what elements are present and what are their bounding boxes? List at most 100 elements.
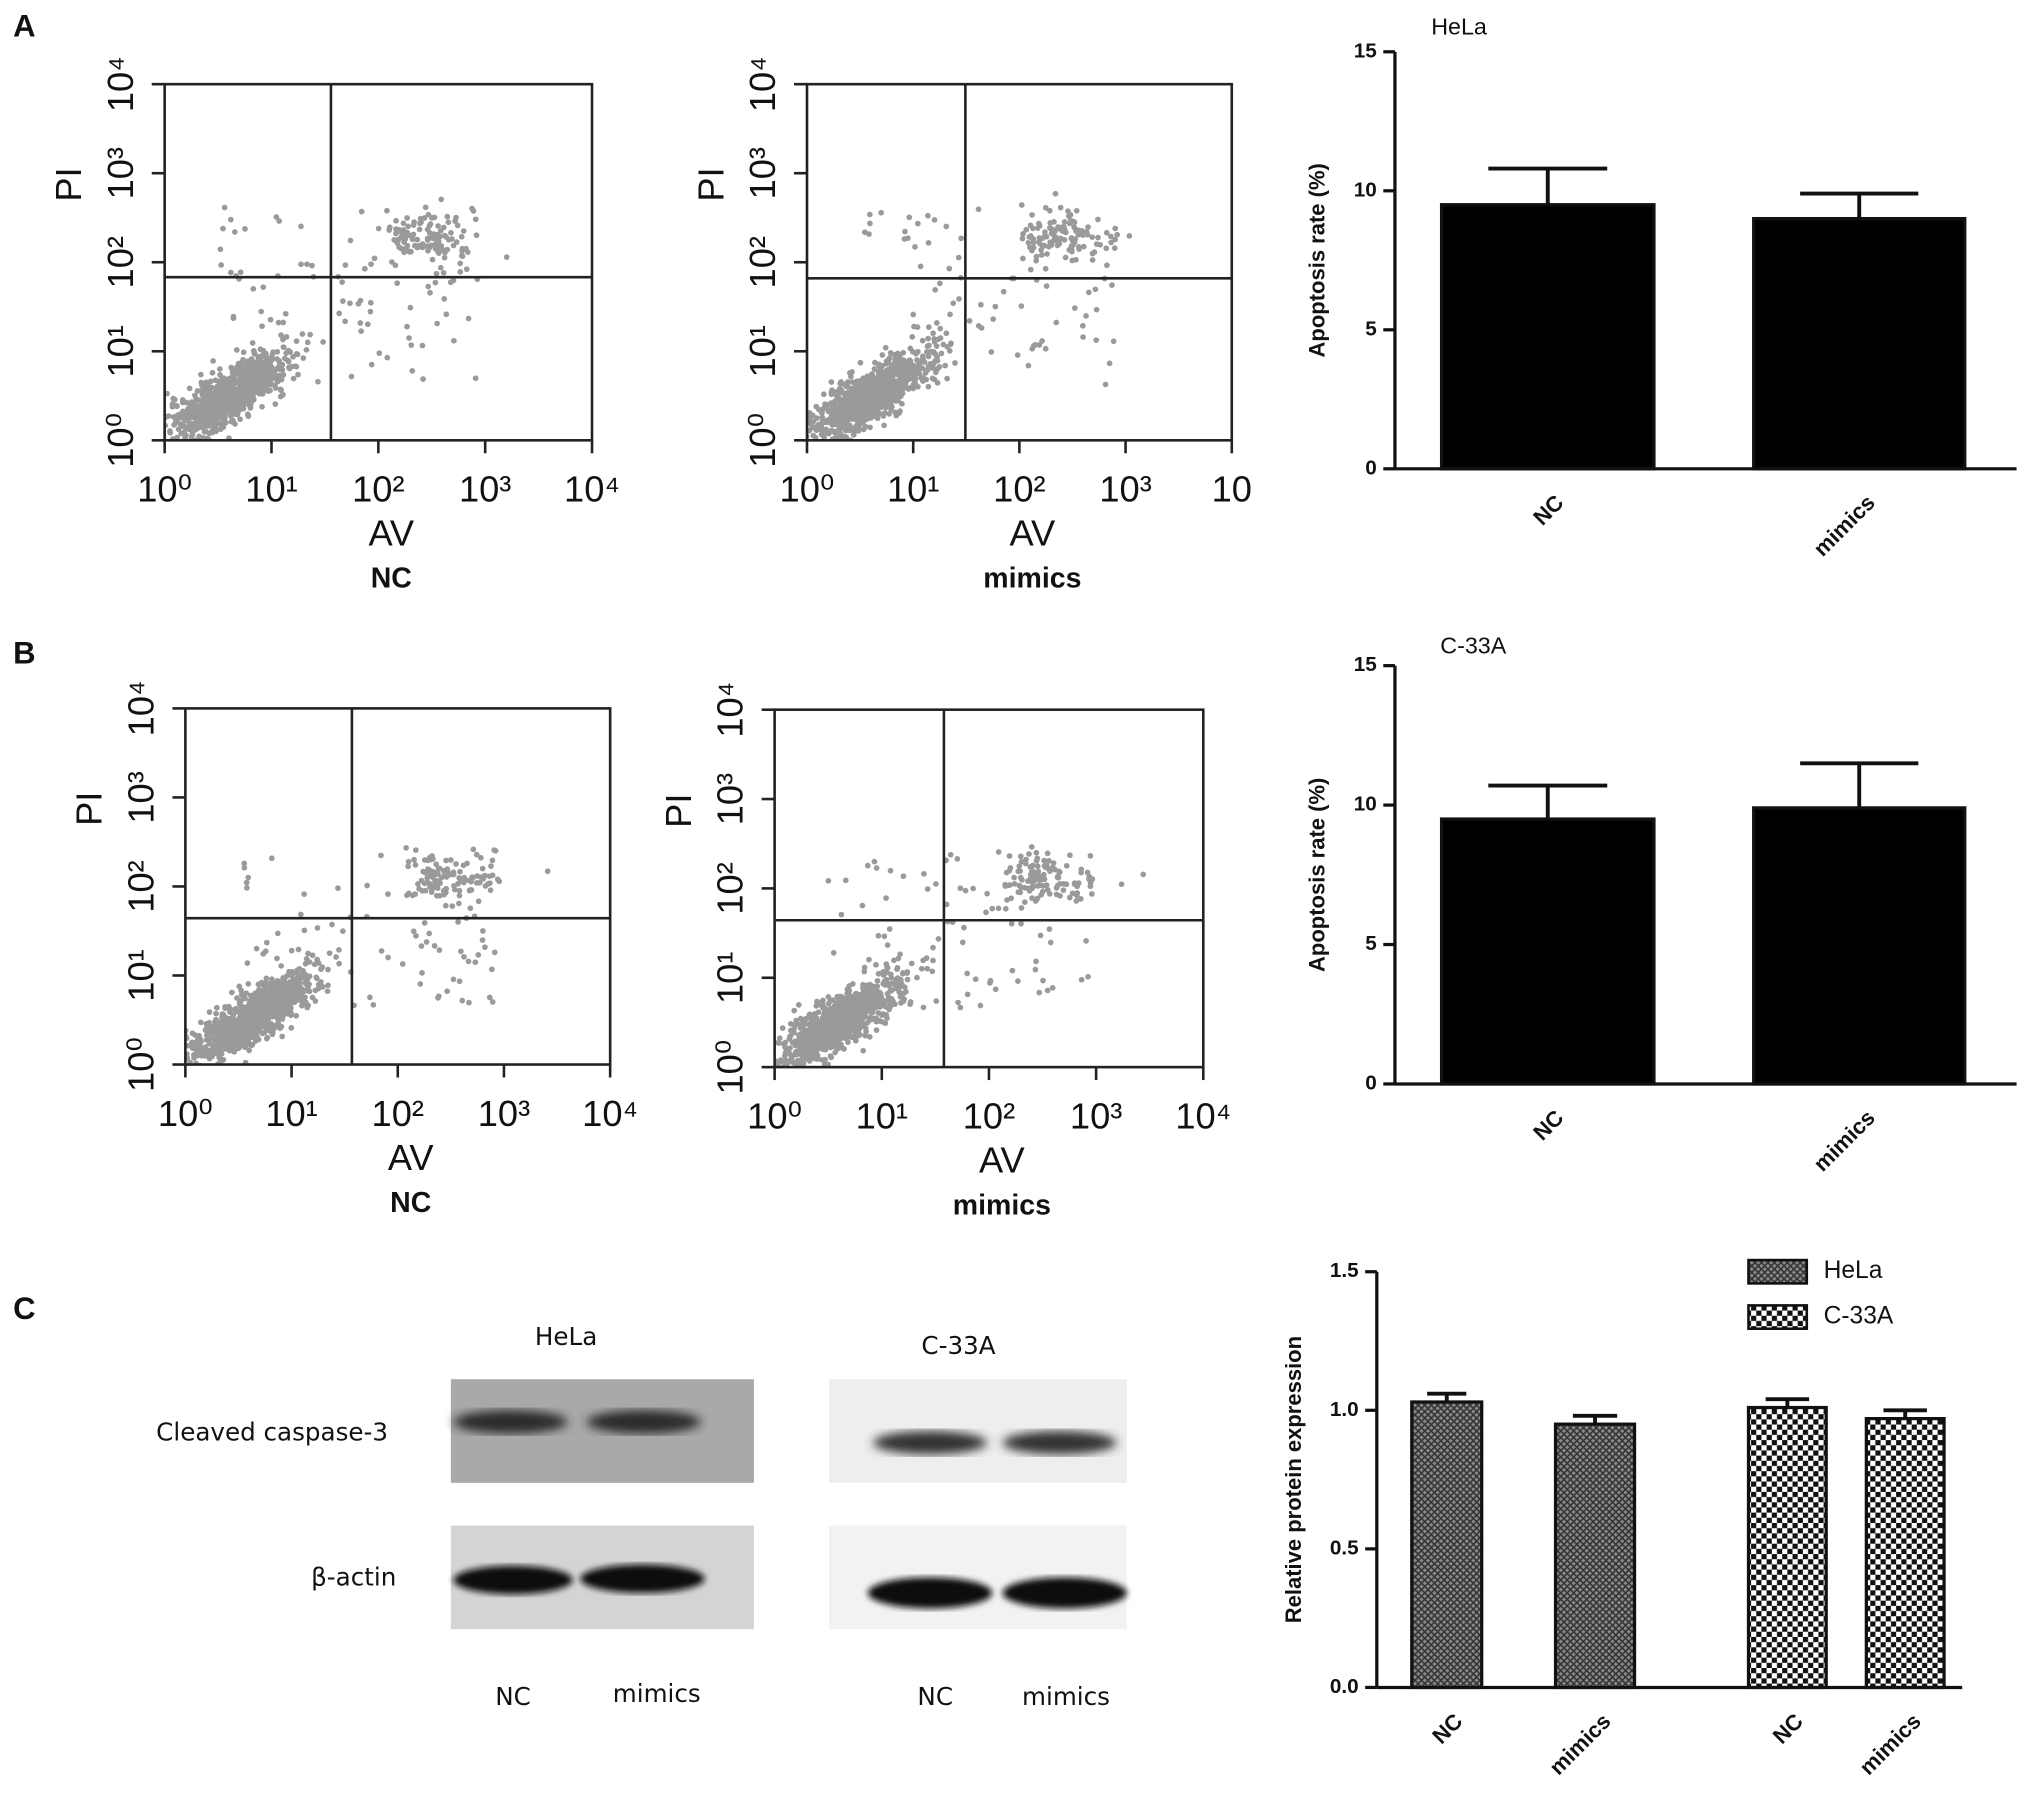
event-dot: [886, 926, 893, 932]
event-dot: [955, 254, 962, 261]
event-dot: [247, 405, 254, 411]
event-dot: [219, 451, 225, 457]
event-dot: [925, 353, 932, 360]
event-dot: [269, 351, 276, 358]
event-dot: [1065, 208, 1071, 214]
event-dot: [892, 398, 899, 404]
event-dot: [253, 1013, 260, 1020]
event-dot: [1002, 881, 1008, 888]
event-dot: [384, 207, 390, 214]
event-dot: [431, 942, 438, 949]
event-dot: [777, 1057, 784, 1063]
event-dot: [218, 262, 224, 268]
event-dot: [375, 225, 382, 232]
event-dot: [416, 226, 423, 233]
event-dot: [474, 873, 481, 879]
event-dot: [876, 400, 882, 407]
event-dot: [414, 236, 421, 243]
y-tick-label: 0: [1365, 456, 1377, 479]
event-dot: [818, 431, 825, 438]
event-dot: [1066, 894, 1073, 901]
y-tick-label: 10: [1354, 178, 1377, 201]
event-dot: [1114, 231, 1120, 238]
event-dot: [447, 279, 454, 286]
event-dot: [155, 429, 161, 435]
event-dot: [429, 256, 436, 263]
event-dot: [765, 1068, 771, 1074]
event-dot: [1063, 881, 1070, 888]
event-dot: [278, 1002, 284, 1009]
event-dot: [357, 320, 364, 326]
event-dot: [293, 338, 300, 344]
y-tick-label: 5: [1365, 317, 1377, 340]
event-dot: [864, 381, 871, 387]
event-dot: [244, 361, 251, 368]
event-dot: [1037, 932, 1044, 939]
y-tick-label: 10⁰: [100, 413, 141, 468]
event-dot: [1003, 869, 1010, 876]
event-dot: [201, 407, 207, 413]
event-dot: [193, 405, 200, 412]
event-dot: [298, 223, 304, 230]
event-dot: [1084, 231, 1091, 238]
event-dot: [427, 289, 433, 296]
event-dot: [325, 982, 331, 989]
event-dot: [416, 886, 422, 892]
y-tick-label: 10³: [100, 147, 141, 199]
event-dot: [1000, 288, 1007, 295]
event-dot: [1006, 853, 1013, 859]
event-dot: [995, 905, 1002, 912]
event-dot: [871, 983, 877, 990]
event-dot: [412, 847, 419, 853]
event-dot: [896, 353, 903, 360]
event-dot: [830, 950, 837, 956]
event-dot: [823, 426, 830, 433]
event-dot: [274, 930, 281, 937]
event-dot: [944, 343, 951, 350]
event-dot: [403, 845, 409, 851]
event-dot: [405, 863, 411, 870]
y-tick-label: 10¹: [100, 325, 141, 377]
event-dot: [199, 391, 206, 398]
event-dot: [833, 1032, 840, 1039]
event-dot: [849, 981, 856, 987]
event-dot: [845, 384, 852, 390]
event-dot: [203, 1050, 209, 1057]
event-dot: [257, 1007, 263, 1014]
caption: mimics: [983, 563, 1081, 595]
event-dot: [232, 1066, 238, 1072]
event-dot: [828, 1010, 835, 1017]
event-dot: [1020, 255, 1026, 262]
event-dot: [209, 1049, 216, 1056]
event-dot: [1069, 257, 1076, 264]
event-dot: [282, 981, 289, 987]
event-dot: [170, 447, 176, 453]
event-dot: [877, 990, 884, 997]
x-tick-label: 10¹: [856, 1095, 908, 1136]
event-dot: [273, 214, 280, 220]
event-dot: [288, 363, 295, 370]
event-dot: [299, 331, 306, 337]
x-tick-label: 10³: [459, 469, 511, 510]
event-dot: [857, 402, 863, 409]
event-dot: [424, 235, 431, 242]
event-dot: [211, 420, 218, 426]
event-dot: [188, 1075, 194, 1081]
event-dot: [962, 887, 969, 894]
event-dot: [406, 335, 412, 341]
event-dot: [295, 371, 301, 378]
event-dot: [930, 957, 936, 964]
event-dot: [378, 948, 385, 954]
event-dot: [544, 868, 551, 875]
event-dot: [269, 356, 276, 362]
event-dot: [253, 991, 260, 998]
blot-band: [1002, 1577, 1127, 1609]
event-dot: [1071, 880, 1078, 886]
event-dot: [787, 1020, 794, 1027]
event-dot: [810, 1054, 816, 1061]
event-dot: [1034, 225, 1041, 232]
event-dot: [189, 432, 196, 438]
event-dot: [921, 871, 927, 877]
event-dot: [836, 404, 843, 411]
event-dot: [434, 248, 441, 255]
